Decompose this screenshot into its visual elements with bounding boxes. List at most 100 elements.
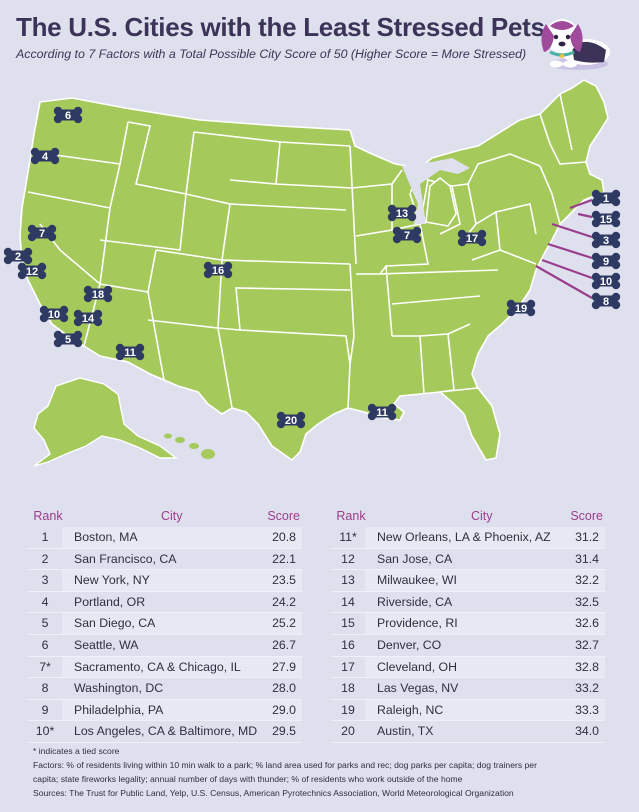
rank-cell: 20	[341, 724, 355, 739]
bone-icon	[73, 309, 103, 327]
us-map: 6 4 7 2 12 18 10 14 5 11 16 20 11 13 7 17 19 1 15 3 9 10 8	[0, 74, 639, 494]
bone-marker: 2	[3, 247, 33, 265]
bone-marker: 12	[17, 262, 47, 280]
table-header: Rank City Score	[331, 503, 605, 527]
city-markers: 6 4 7 2 12 18 10 14 5 11 16 20 11 13 7 17 19 1 15 3 9 10 8	[3, 106, 621, 429]
bone-marker-label: 2	[15, 251, 21, 263]
bone-icon	[591, 252, 621, 270]
city-header: City	[161, 509, 183, 523]
bone-marker: 19	[506, 299, 536, 317]
bone-marker-label: 14	[82, 313, 95, 325]
table-row: 16 Denver, CO 32.7	[331, 635, 605, 657]
table-row: 1 Boston, MA 20.8	[28, 527, 302, 549]
michigan-shape	[425, 176, 457, 227]
bone-marker-label: 18	[92, 289, 104, 301]
table-row: 10* Los Angeles, CA & Baltimore, MD 29.5	[28, 721, 302, 743]
bone-marker: 18	[83, 285, 113, 303]
rank-cell: 5	[41, 616, 49, 631]
rank-cell: 19	[341, 702, 355, 717]
score-cell: 32.7	[575, 637, 599, 652]
bone-marker-label: 11	[376, 407, 388, 419]
rank-cell: 10*	[35, 724, 55, 739]
city-cell: Denver, CO	[377, 637, 442, 652]
bone-icon	[591, 210, 621, 228]
score-cell: 25.2	[272, 616, 296, 631]
table-row: 2 San Francisco, CA 22.1	[28, 549, 302, 571]
table-row: 8 Washington, DC 28.0	[28, 678, 302, 700]
rank-cell: 14	[341, 594, 355, 609]
bone-icon	[591, 231, 621, 249]
rank-cell: 6	[41, 637, 49, 652]
bone-marker: 10	[591, 272, 621, 290]
row-background	[62, 656, 302, 678]
bone-marker: 17	[457, 229, 487, 247]
score-header: Score	[570, 509, 603, 523]
bone-marker-label: 9	[603, 256, 609, 268]
rank-cell: 12	[341, 551, 355, 566]
city-cell: Portland, OR	[74, 594, 146, 609]
row-background	[365, 527, 605, 548]
table-row: 20 Austin, TX 34.0	[331, 721, 605, 743]
table-row: 6 Seattle, WA 26.7	[28, 635, 302, 657]
bone-icon	[39, 305, 69, 323]
city-cell: Los Angeles, CA & Baltimore, MD	[74, 724, 258, 739]
rank-cell: 4	[41, 594, 49, 609]
city-cell: Raleigh, NC	[377, 702, 444, 717]
rank-cell: 8	[41, 681, 49, 696]
score-cell: 28.0	[272, 681, 296, 696]
city-cell: Riverside, CA	[377, 594, 453, 609]
city-cell: Cleveland, OH	[377, 659, 457, 674]
hawaii-shape	[164, 433, 215, 459]
bone-marker: 4	[30, 147, 60, 165]
bone-icon	[203, 261, 233, 279]
row-background	[365, 570, 605, 591]
score-cell: 29.0	[272, 702, 296, 717]
bone-icon	[457, 229, 487, 247]
city-cell: Providence, RI	[377, 616, 458, 631]
score-cell: 23.5	[272, 573, 296, 588]
score-cell: 34.0	[575, 724, 599, 739]
bone-icon	[367, 403, 397, 421]
dog-illustration-icon	[541, 19, 610, 70]
score-cell: 22.1	[272, 551, 296, 566]
bone-marker-label: 10	[600, 276, 612, 288]
score-cell: 29.5	[272, 724, 296, 739]
header: The U.S. Cities with the Least Stressed …	[0, 0, 639, 74]
bone-icon	[30, 147, 60, 165]
ranking-table-left: Rank City Score 1 Boston, MA 20.8 2 San Fran…	[28, 503, 302, 743]
score-cell: 33.2	[575, 681, 599, 696]
bone-marker: 3	[591, 231, 621, 249]
bone-icon	[27, 224, 57, 242]
table-row: 9 Philadelphia, PA 29.0	[28, 699, 302, 722]
table-row: 13 Milwaukee, WI 32.2	[331, 570, 605, 592]
row-background	[62, 613, 302, 634]
state-borders	[27, 93, 587, 409]
city-cell: Austin, TX	[377, 724, 434, 739]
table-row: 15 Providence, RI 32.6	[331, 613, 605, 635]
bone-marker: 11	[367, 403, 397, 421]
row-background	[62, 527, 302, 548]
bone-marker-label: 3	[603, 235, 609, 247]
city-cell: San Francisco, CA	[74, 551, 177, 566]
score-cell: 33.3	[575, 702, 599, 717]
bone-marker: 14	[73, 309, 103, 327]
bone-icon	[591, 189, 621, 207]
table-row: 17 Cleveland, OH 32.8	[331, 656, 605, 679]
bone-marker: 20	[276, 411, 306, 429]
table-header: Rank City Score	[28, 503, 302, 527]
score-cell: 31.2	[575, 530, 599, 544]
bone-marker: 8	[591, 292, 621, 310]
bone-marker: 7	[392, 226, 422, 244]
bone-marker: 7	[27, 224, 57, 242]
city-cell: Las Vegas, NV	[377, 681, 459, 696]
bone-icon	[591, 292, 621, 310]
row-background	[365, 613, 605, 634]
bone-marker-label: 6	[65, 110, 71, 122]
bone-marker-label: 19	[515, 303, 527, 315]
alaska-shape	[33, 377, 179, 467]
table-row: 7* Sacramento, CA & Chicago, IL 27.9	[28, 656, 302, 679]
bone-icon	[83, 285, 113, 303]
score-cell: 26.7	[272, 637, 296, 652]
score-cell: 32.8	[575, 659, 599, 674]
bone-marker-label: 12	[26, 266, 38, 278]
